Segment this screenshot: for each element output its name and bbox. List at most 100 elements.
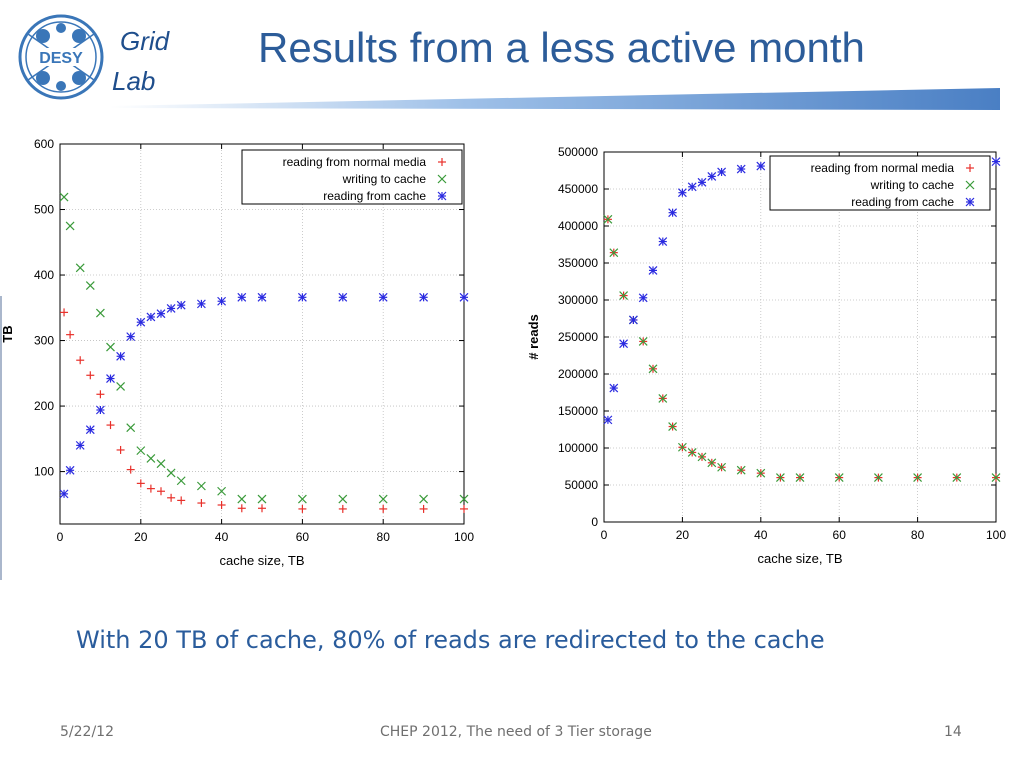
data-point <box>126 465 135 474</box>
data-point <box>873 473 883 483</box>
data-point <box>687 448 697 457</box>
data-point <box>136 317 146 327</box>
data-point <box>136 446 146 456</box>
data-point <box>60 308 69 317</box>
data-point <box>76 356 85 365</box>
data-point <box>658 237 668 246</box>
data-point <box>75 263 85 273</box>
legend: reading from normal media writing to cach… <box>769 155 991 211</box>
legend-label: writing to cache <box>342 172 427 186</box>
data-point <box>338 292 348 302</box>
data-point <box>419 292 429 302</box>
data-point <box>146 454 156 463</box>
data-point <box>237 292 247 302</box>
data-point <box>167 493 176 502</box>
x-tick-label: 100 <box>454 530 474 544</box>
data-point <box>146 312 156 322</box>
desy-logo: DESY <box>18 14 104 100</box>
data-point <box>648 265 658 275</box>
data-point <box>459 292 469 302</box>
data-point <box>257 292 267 302</box>
data-point <box>217 296 227 306</box>
legend-label: reading from cache <box>851 195 954 209</box>
x-axis-label: cache size, TB <box>219 553 304 568</box>
data-point <box>668 208 678 218</box>
series-0 <box>60 308 468 513</box>
y-tick-label: 350000 <box>558 256 598 270</box>
data-point <box>106 421 115 430</box>
y-tick-label: 300 <box>34 334 54 348</box>
footer-date: 5/22/12 <box>60 724 114 740</box>
data-point <box>116 445 125 454</box>
x-tick-label: 100 <box>986 528 1006 542</box>
data-point <box>834 473 844 483</box>
data-point <box>126 332 136 342</box>
x-tick-label: 40 <box>215 530 229 544</box>
x-tick-label: 80 <box>911 528 925 542</box>
page-number: 14 <box>944 724 962 740</box>
data-point <box>65 221 75 231</box>
slide-edge-line <box>0 296 2 580</box>
data-point <box>379 504 388 513</box>
legend-marker <box>965 197 975 207</box>
series-2 <box>59 292 469 499</box>
data-point <box>156 309 166 319</box>
data-point <box>419 494 429 504</box>
y-axis-label: TB <box>0 325 15 342</box>
data-point <box>197 499 206 508</box>
data-point <box>991 157 1001 167</box>
data-point <box>196 299 206 309</box>
y-tick-label: 300000 <box>558 293 598 307</box>
y-tick-label: 450000 <box>558 182 598 196</box>
y-axis-label: # reads <box>526 314 541 360</box>
data-point <box>338 504 347 513</box>
y-tick-label: 500 <box>34 203 54 217</box>
data-point <box>157 487 165 496</box>
caption-text: With 20 TB of cache, 80% of reads are re… <box>76 626 825 654</box>
data-point <box>756 468 766 478</box>
y-tick-label: 400000 <box>558 219 598 233</box>
legend-marker <box>965 180 975 190</box>
data-point <box>338 494 348 504</box>
legend-marker <box>966 164 974 172</box>
y-tick-label: 50000 <box>565 478 599 492</box>
data-point <box>795 473 805 483</box>
data-point <box>378 292 388 302</box>
legend-box <box>769 155 991 211</box>
data-point <box>59 192 69 202</box>
data-point <box>166 468 176 478</box>
data-point <box>419 504 428 513</box>
data-point <box>106 342 115 352</box>
data-point <box>75 440 85 450</box>
data-point <box>697 177 707 187</box>
data-point <box>648 364 658 374</box>
legend-label: writing to cache <box>870 178 955 192</box>
data-point <box>116 351 126 361</box>
data-point <box>217 486 227 496</box>
data-point <box>258 504 266 513</box>
data-point <box>136 479 145 488</box>
data-point <box>177 496 186 505</box>
data-point <box>217 501 226 509</box>
plot-frame <box>59 143 465 525</box>
brand-lab: Lab <box>112 66 156 96</box>
data-point <box>952 473 962 483</box>
data-point <box>86 371 95 380</box>
data-point <box>619 291 629 300</box>
data-point <box>298 504 307 513</box>
title-underline-bar <box>110 88 1000 110</box>
data-point <box>736 465 746 475</box>
y-tick-label: 200000 <box>558 367 598 381</box>
data-point <box>196 481 206 491</box>
data-point <box>95 308 105 318</box>
data-point <box>687 182 697 192</box>
footer-title: CHEP 2012, The need of 3 Tier storage <box>380 724 652 740</box>
data-point <box>116 381 126 391</box>
data-point <box>106 374 115 383</box>
x-tick-label: 20 <box>676 528 690 542</box>
data-point <box>736 164 746 174</box>
series-1 <box>59 192 469 504</box>
data-point <box>156 459 166 469</box>
chart-reads: 0 20 40 60 80 100 0 50000 100000 150000 200000 2500… <box>526 145 1006 566</box>
data-point <box>638 337 648 346</box>
